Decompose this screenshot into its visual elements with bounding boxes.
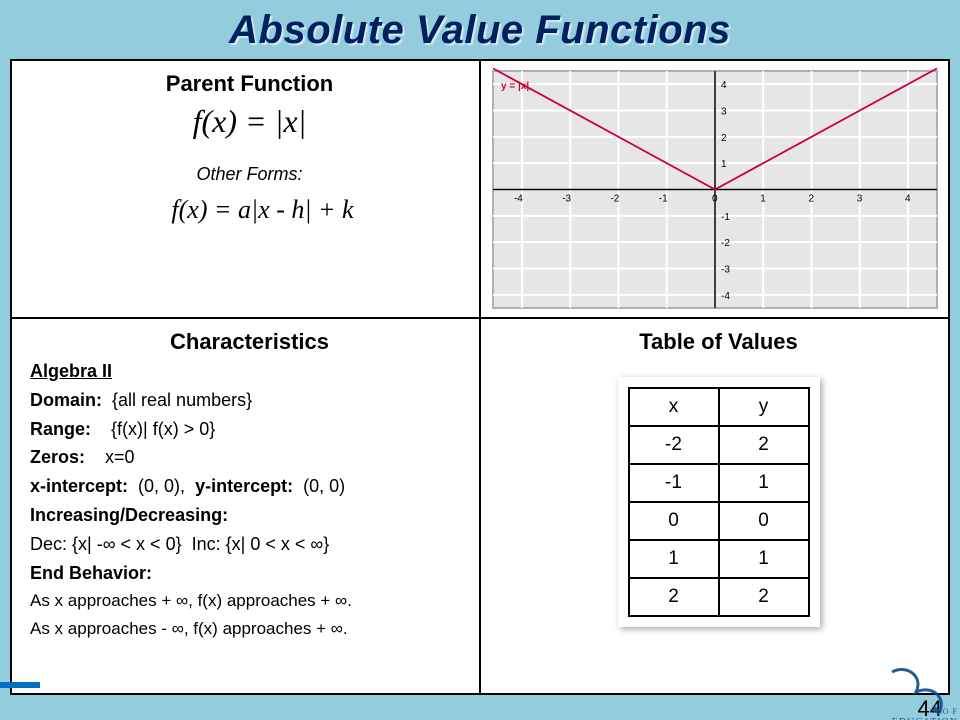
table-cell: 2 (719, 426, 809, 464)
svg-text:y = |x|: y = |x| (501, 81, 529, 92)
zeros-line: Zeros: x=0 (30, 443, 469, 472)
table-wrapper: xy-22-11001122 (618, 377, 820, 627)
characteristics-cell: Characteristics Algebra II Domain: {all … (11, 318, 480, 694)
svg-text:-1: -1 (658, 193, 667, 204)
parent-equation: f(x) = |x| (30, 103, 469, 140)
inc-value: {x| 0 < x < ∞} (226, 534, 330, 554)
table-cell: 1 (629, 540, 719, 578)
svg-text:-4: -4 (513, 193, 522, 204)
table-cell: -2 (629, 426, 719, 464)
characteristics-list: Algebra II Domain: {all real numbers} Ra… (30, 357, 469, 642)
characteristics-subhead: Algebra II (30, 357, 469, 386)
yint-value: (0, 0) (303, 476, 345, 496)
svg-text:-1: -1 (721, 211, 730, 222)
table-cell: x (629, 388, 719, 426)
range-value: {f(x)| f(x) > 0} (111, 419, 215, 439)
svg-text:2: 2 (721, 132, 727, 143)
domain-label: Domain: (30, 390, 102, 410)
parent-function-cell: Parent Function f(x) = |x| Other Forms: … (11, 60, 480, 318)
values-table: xy-22-11001122 (628, 387, 810, 617)
svg-text:-3: -3 (562, 193, 571, 204)
svg-text:4: 4 (905, 193, 911, 204)
svg-text:3: 3 (856, 193, 862, 204)
zeros-value: x=0 (105, 447, 135, 467)
svg-text:-2: -2 (721, 238, 730, 249)
yint-label: y-intercept: (195, 476, 293, 496)
end-label: End Behavior: (30, 563, 152, 583)
footer-stripe (0, 682, 40, 688)
xint-value: (0, 0), (138, 476, 185, 496)
inc-label: Inc: (192, 534, 221, 554)
svg-text:3: 3 (721, 106, 727, 117)
table-cell: 0 (719, 502, 809, 540)
domain-value: {all real numbers} (112, 390, 252, 410)
incdec-label: Increasing/Decreasing: (30, 505, 228, 525)
dec-label: Dec: (30, 534, 67, 554)
graph-cell: -4-3-2-101234-4-3-2-11234y = |x| (480, 60, 949, 318)
domain-line: Domain: {all real numbers} (30, 386, 469, 415)
table-of-values-cell: Table of Values xy-22-11001122 (480, 318, 949, 694)
xint-label: x-intercept: (30, 476, 128, 496)
end-behavior-1: As x approaches + ∞, f(x) approaches + ∞… (30, 587, 469, 614)
table-heading: Table of Values (639, 329, 798, 355)
table-cell: -1 (629, 464, 719, 502)
table-cell: y (719, 388, 809, 426)
table-cell: 1 (719, 464, 809, 502)
table-cell: 2 (719, 578, 809, 616)
range-label: Range: (30, 419, 91, 439)
svg-text:1: 1 (721, 159, 727, 170)
svg-text:1: 1 (760, 193, 766, 204)
svg-text:0: 0 (712, 193, 718, 204)
table-cell: 0 (629, 502, 719, 540)
zeros-label: Zeros: (30, 447, 85, 467)
slide: Absolute Value Functions Parent Function… (0, 8, 960, 720)
range-line: Range: {f(x)| f(x) > 0} (30, 415, 469, 444)
dec-value: {x| -∞ < x < 0} (72, 534, 182, 554)
other-forms-equation: f(x) = a|x - h| + k (56, 195, 469, 225)
svg-text:-2: -2 (610, 193, 619, 204)
end-behavior-line: End Behavior: (30, 559, 469, 588)
svg-text:4: 4 (721, 80, 727, 91)
svg-text:-3: -3 (721, 264, 730, 275)
intercepts-line: x-intercept: (0, 0), y-intercept: (0, 0) (30, 472, 469, 501)
end-behavior-2: As x approaches - ∞, f(x) approaches + ∞… (30, 615, 469, 642)
characteristics-heading: Characteristics (30, 329, 469, 355)
svg-text:2: 2 (808, 193, 814, 204)
education-logo: O F EDUCATION (864, 666, 960, 720)
parent-heading: Parent Function (30, 71, 469, 97)
absolute-value-graph: -4-3-2-101234-4-3-2-11234y = |x| (489, 67, 941, 312)
dec-inc-line: Dec: {x| -∞ < x < 0} Inc: {x| 0 < x < ∞} (30, 530, 469, 559)
incdec-line: Increasing/Decreasing: (30, 501, 469, 530)
slide-title: Absolute Value Functions (0, 8, 960, 53)
other-forms-label: Other Forms: (30, 164, 469, 185)
table-cell: 1 (719, 540, 809, 578)
svg-text:-4: -4 (721, 290, 730, 301)
table-cell: 2 (629, 578, 719, 616)
content-grid: Parent Function f(x) = |x| Other Forms: … (10, 59, 950, 695)
